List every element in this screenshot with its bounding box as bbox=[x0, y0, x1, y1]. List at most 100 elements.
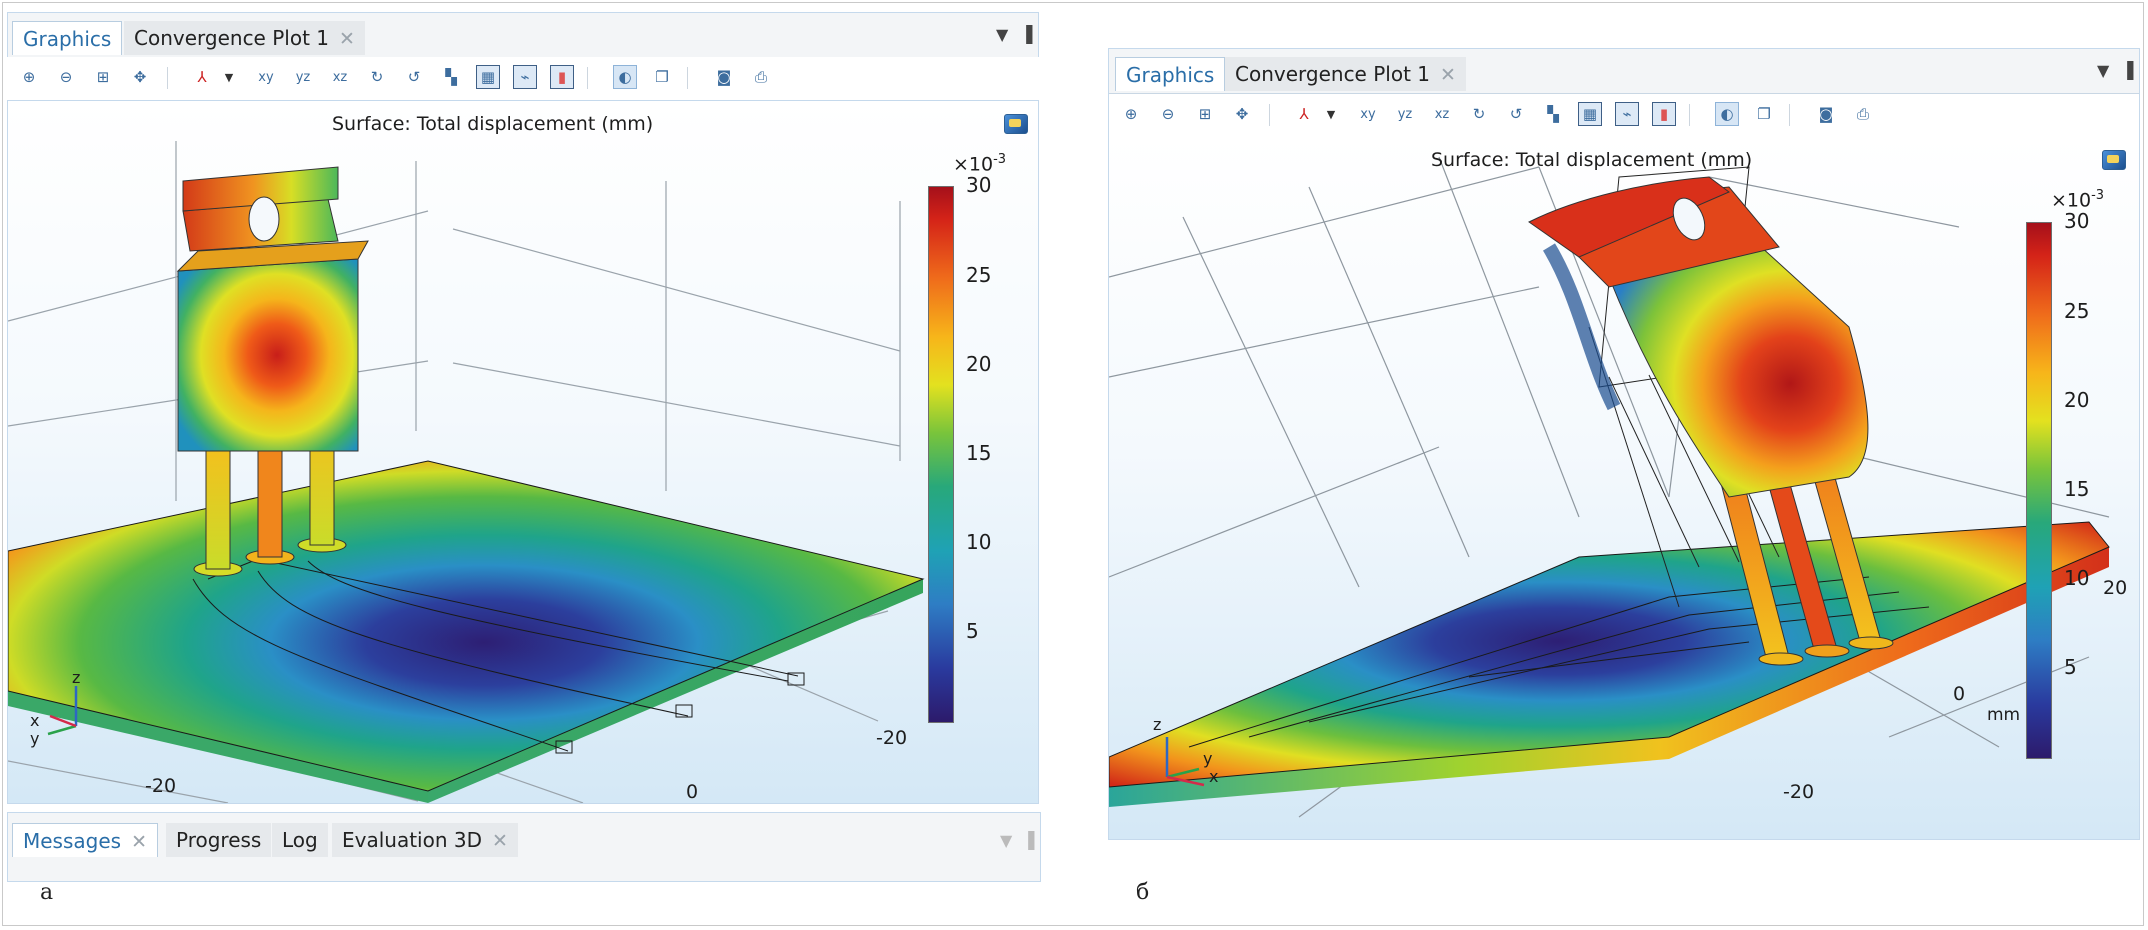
colorbar-exponent: ×10-3 bbox=[953, 152, 1007, 176]
colorbar-tick: 15 bbox=[966, 441, 992, 465]
zoom-extents-icon[interactable]: ✥ bbox=[1235, 105, 1249, 123]
plot-window-icon[interactable] bbox=[1004, 114, 1028, 134]
show-grid-icon[interactable]: ▦ bbox=[1578, 102, 1602, 126]
chevron-down-icon[interactable]: ▼ bbox=[224, 70, 234, 84]
graphics-toolbar: ⊕ ⊖ ⊞ ✥ ⅄ ▼ xy yz xz ↻ ↺ ▚ ▦ ⌁ ▮ ◐ ❐ ◙ ⎙ bbox=[1109, 94, 2139, 134]
tab-log-label: Log bbox=[282, 828, 318, 852]
axis-view-icon[interactable]: ⅄ bbox=[197, 68, 207, 86]
zoom-in-icon[interactable]: ⊕ bbox=[22, 68, 36, 86]
tab-convergence-plot[interactable]: Convergence Plot 1 ✕ bbox=[124, 21, 365, 55]
zoom-out-icon[interactable]: ⊖ bbox=[59, 68, 73, 86]
tab-evaluation-3d[interactable]: Evaluation 3D ✕ bbox=[332, 823, 518, 857]
colorbar-tick: 10 bbox=[2064, 566, 2090, 590]
axis-view-icon[interactable]: ⅄ bbox=[1299, 105, 1309, 123]
scene-light-icon[interactable]: ❐ bbox=[655, 68, 669, 86]
view-yz-icon[interactable]: yz bbox=[1397, 106, 1413, 122]
zoom-in-icon[interactable]: ⊕ bbox=[1124, 105, 1138, 123]
colorbar-exponent: ×10-3 bbox=[2051, 188, 2105, 212]
print-icon[interactable]: ⎙ bbox=[1856, 105, 1869, 123]
show-grid-icon[interactable]: ▦ bbox=[476, 65, 500, 89]
transparency-icon[interactable]: ◐ bbox=[1715, 102, 1739, 126]
graphics-tab-bar: Graphics Convergence Plot 1 ✕ ▼ ▐ bbox=[1109, 49, 2139, 94]
close-icon[interactable]: ✕ bbox=[492, 830, 508, 852]
model-render-b bbox=[1109, 156, 2110, 818]
close-icon[interactable]: ✕ bbox=[1440, 64, 1456, 86]
show-legend-icon[interactable]: ▮ bbox=[550, 65, 574, 89]
close-icon[interactable]: ✕ bbox=[339, 28, 355, 50]
tab-progress[interactable]: Progress bbox=[166, 823, 272, 857]
tab-list-dropdown-icon[interactable]: ▼ bbox=[996, 25, 1009, 44]
transparency-icon[interactable]: ◐ bbox=[613, 65, 637, 89]
graphics-window-b: Graphics Convergence Plot 1 ✕ ▼ ▐ ⊕ ⊖ ⊞ ✥… bbox=[1108, 48, 2140, 840]
axis-tick-label: -20 bbox=[1783, 781, 1815, 803]
colorbar bbox=[2026, 222, 2052, 759]
view-xz-icon[interactable]: xz bbox=[1434, 106, 1450, 122]
scene-light-icon[interactable]: ❐ bbox=[1757, 105, 1771, 123]
view-yz-icon[interactable]: yz bbox=[295, 69, 311, 85]
model-render-a bbox=[8, 141, 925, 803]
colorbar-tick: 15 bbox=[2064, 477, 2090, 501]
zoom-box-icon[interactable]: ⊞ bbox=[96, 68, 110, 86]
pin-icon[interactable]: ▐ bbox=[1022, 831, 1035, 850]
colorbar-tick: 30 bbox=[2064, 209, 2090, 233]
snapshot-camera-icon[interactable]: ◙ bbox=[716, 68, 732, 86]
show-legend-icon[interactable]: ▮ bbox=[1652, 102, 1676, 126]
rotate-cw-icon[interactable]: ↻ bbox=[370, 68, 384, 86]
view-xy-icon[interactable]: xy bbox=[258, 69, 274, 85]
axis-tick-label: 20 bbox=[2103, 577, 2128, 599]
plot-title: Surface: Total displacement (mm) bbox=[1431, 149, 1753, 171]
pin-icon[interactable]: ▐ bbox=[1020, 25, 1033, 44]
messages-window: Messages ✕ Progress Log Evaluation 3D ✕ ▼ … bbox=[7, 812, 1041, 882]
colorbar-tick: 25 bbox=[2064, 299, 2090, 323]
show-axis-orientation-icon[interactable]: ⌁ bbox=[513, 65, 537, 89]
caption-a: а bbox=[40, 880, 54, 905]
plot-title: Surface: Total displacement (mm) bbox=[332, 113, 654, 135]
snapshot-camera-icon[interactable]: ◙ bbox=[1818, 105, 1834, 123]
tab-graphics[interactable]: Graphics bbox=[12, 21, 123, 55]
triad-y-label: y bbox=[1203, 749, 1213, 768]
tab-convergence-plot-label: Convergence Plot 1 bbox=[134, 26, 329, 50]
colorbar bbox=[928, 186, 954, 723]
plot-window-icon[interactable] bbox=[2102, 150, 2126, 170]
axis-tick-label: -20 bbox=[876, 727, 908, 749]
rotate-ccw-icon[interactable]: ↺ bbox=[407, 68, 421, 86]
rotate-ccw-icon[interactable]: ↺ bbox=[1509, 105, 1523, 123]
rotate-cw-icon[interactable]: ↻ bbox=[1472, 105, 1486, 123]
graphics-viewport[interactable]: Surface: Total displacement (mm) ×10-3 3… bbox=[7, 100, 1039, 804]
graphics-window-a: Graphics Convergence Plot 1 ✕ ▼ ▐ ⊕ ⊖ ⊞ ✥… bbox=[7, 12, 1041, 882]
tab-list-dropdown-icon[interactable]: ▼ bbox=[1000, 831, 1013, 850]
colorbar-tick: 5 bbox=[2064, 655, 2077, 679]
axis-tick-label: 0 bbox=[686, 781, 699, 803]
go-to-default-view-icon[interactable]: ▚ bbox=[1547, 105, 1559, 123]
zoom-box-icon[interactable]: ⊞ bbox=[1198, 105, 1212, 123]
tab-convergence-plot-label: Convergence Plot 1 bbox=[1235, 62, 1430, 86]
tab-graphics-label: Graphics bbox=[23, 27, 112, 51]
tab-graphics-label: Graphics bbox=[1126, 63, 1215, 87]
triad-z-label: z bbox=[1153, 715, 1162, 734]
colorbar-tick: 25 bbox=[966, 263, 992, 287]
colorbar-tick: 5 bbox=[966, 619, 979, 643]
view-xz-icon[interactable]: xz bbox=[332, 69, 348, 85]
colorbar-tick: 10 bbox=[966, 530, 992, 554]
chevron-down-icon[interactable]: ▼ bbox=[1326, 107, 1336, 121]
tab-list-dropdown-icon[interactable]: ▼ bbox=[2097, 61, 2110, 80]
tab-log[interactable]: Log bbox=[272, 823, 328, 857]
tab-graphics[interactable]: Graphics bbox=[1115, 57, 1226, 91]
tab-messages-label: Messages bbox=[23, 829, 122, 853]
axis-tick-label: 0 bbox=[1953, 683, 1966, 705]
zoom-out-icon[interactable]: ⊖ bbox=[1161, 105, 1175, 123]
triad-x-label: x bbox=[1209, 767, 1219, 786]
show-axis-orientation-icon[interactable]: ⌁ bbox=[1615, 102, 1639, 126]
tab-messages[interactable]: Messages ✕ bbox=[12, 823, 158, 857]
colorbar-tick: 30 bbox=[966, 173, 992, 197]
pin-icon[interactable]: ▐ bbox=[2121, 61, 2134, 80]
close-icon[interactable]: ✕ bbox=[131, 831, 147, 853]
graphics-viewport[interactable]: Surface: Total displacement (mm) ×10-3 3… bbox=[1109, 137, 2139, 839]
tab-convergence-plot[interactable]: Convergence Plot 1 ✕ bbox=[1225, 57, 1466, 91]
zoom-extents-icon[interactable]: ✥ bbox=[133, 68, 147, 86]
colorbar-tick: 20 bbox=[966, 352, 992, 376]
print-icon[interactable]: ⎙ bbox=[754, 68, 767, 86]
go-to-default-view-icon[interactable]: ▚ bbox=[445, 68, 457, 86]
view-xy-icon[interactable]: xy bbox=[1360, 106, 1376, 122]
